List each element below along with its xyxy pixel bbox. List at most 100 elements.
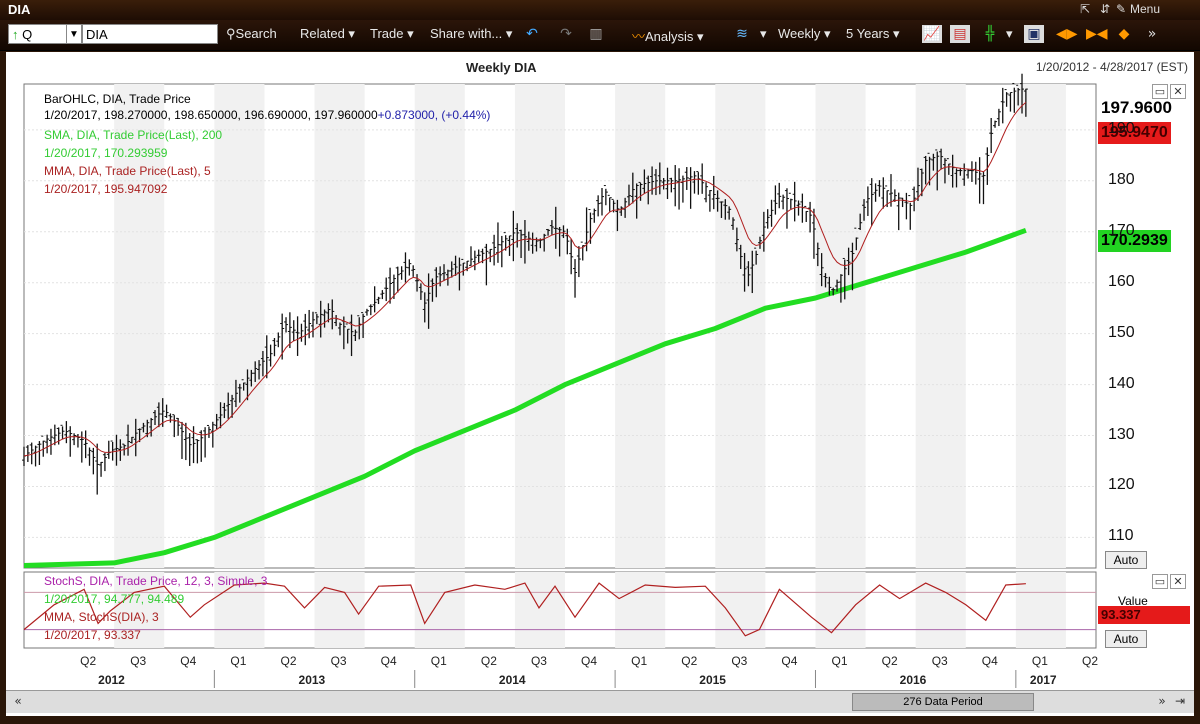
quarter-tick-label: Q1 [831,654,848,668]
zoom-icon[interactable]: ▶◀ [1086,26,1108,42]
time-scrollbar[interactable]: « 276 Data Period » ⇥ [6,690,1194,713]
line-chart-icon[interactable]: 📈 [922,25,942,43]
quarter-tick-label: Q4 [981,654,998,668]
y-tick-label: 160 [1108,272,1135,290]
quarter-tick-label: Q4 [380,654,397,668]
panel-close-icon[interactable]: ✕ [1170,84,1186,99]
y-tick-label: 190 [1108,119,1135,137]
quarter-band-lower [615,572,666,648]
scroll-end-icon[interactable]: ⇥ [1174,694,1186,708]
quarter-band-lower [314,572,365,648]
wave-icon[interactable]: ≋ [736,26,748,42]
quarter-tick-label: Q3 [130,654,147,668]
stoch-mma-title: MMA, StochS(DIA), 3 [44,610,159,624]
y-tick-label: 170 [1108,221,1135,239]
period-select[interactable]: ↑ Q [8,24,68,44]
quarter-band-lower [715,572,766,648]
more-icon[interactable]: » [1147,26,1157,42]
interval-label: Weekly [778,26,821,41]
last-price-badge: 197.9600 [1098,97,1175,119]
layout-icon[interactable]: ▣ [1024,25,1044,43]
panel-minimize-icon[interactable]: ▭ [1152,84,1168,99]
trade-button[interactable]: Trade ▾ [370,26,414,41]
lower-panel-close-icon[interactable]: ✕ [1170,574,1186,589]
year-tick-label: 2014 [498,673,526,687]
quarter-band-lower [915,572,966,648]
menu-button[interactable]: Menu [1129,2,1160,16]
quarter-band [214,84,265,568]
year-tick-label: 2015 [699,673,726,687]
y-tick-label: 120 [1108,476,1135,494]
quarter-tick-label: Q1 [1031,654,1048,668]
scroll-left-icon[interactable]: ◀▶ [1056,26,1078,42]
stoch-legend-values: 1/20/2017, 94.777, 94.489 [44,592,185,606]
quarter-band-lower [1015,572,1066,648]
quarter-band [114,84,165,568]
stoch-mma-value: 1/20/2017, 93.337 [44,628,141,642]
share-label: Share with... [430,26,503,41]
scroll-right-arrow-icon[interactable]: » [1158,694,1166,708]
analysis-icon: 〰 [632,29,646,44]
period-dropdown-icon[interactable]: ▼ [66,24,82,44]
legend-mma-value: 1/20/2017, 195.947092 [44,182,168,196]
expand-icon[interactable]: ◆ [1118,26,1130,42]
lower-panel-minimize-icon[interactable]: ▭ [1152,574,1168,589]
bars-icon[interactable]: ▥ [589,26,603,42]
quarter-tick-label: Q1 [430,654,447,668]
y-tick-label: 130 [1108,425,1135,443]
scroll-thumb[interactable]: 276 Data Period [852,693,1034,711]
sma-200-line [23,227,1027,568]
quarter-band [514,84,566,568]
quarter-band-lower [414,572,465,648]
quarter-tick-label: Q4 [581,654,598,668]
crosshair-icon[interactable]: ╬ [985,26,995,42]
range-label: 5 Years [846,26,890,41]
analysis-button[interactable]: 〰Analysis ▾ [632,29,704,44]
stoch-legend-title: StochS, DIA, Trade Price, 12, 3, Simple,… [44,574,268,588]
quarter-tick-label: Q2 [1081,654,1098,668]
legend-ohlc-title: BarOHLC, DIA, Trade Price [44,92,191,106]
quarter-tick-label: Q1 [631,654,648,668]
year-tick-label: 2016 [899,673,927,687]
range-select[interactable]: 5 Years ▾ [846,26,900,41]
popout-icon[interactable]: ⇱ [1080,2,1091,16]
search-icon: ⚲ [226,26,236,41]
interval-select[interactable]: Weekly ▾ [778,26,831,41]
search-label: Search [235,26,277,41]
crosshair-dropdown[interactable]: ▾ [1006,26,1013,41]
related-button[interactable]: Related ▾ [300,26,355,41]
mma-price-badge: 195.9470 [1098,122,1171,144]
related-label: Related [300,26,345,41]
quarter-band [615,84,666,568]
quarter-band [815,84,866,568]
stoch-value-badge: 93.337 [1098,606,1190,624]
auto-scale-button-bottom[interactable]: Auto [1105,630,1147,648]
redo-icon[interactable]: ↷ [560,26,572,42]
quarter-band-lower [815,572,866,648]
share-button[interactable]: Share with... ▾ [430,26,513,41]
symbol-input[interactable]: DIA [82,24,218,44]
y-tick-label: 150 [1108,323,1135,341]
wave-dropdown[interactable]: ▾ [760,26,767,41]
legend-sma-title: SMA, DIA, Trade Price(Last), 200 [44,128,223,142]
y-tick-label: 180 [1108,170,1135,188]
compare-icon[interactable]: ▤ [950,25,970,43]
settings-icon[interactable]: ✎ [1116,2,1127,16]
chart-title: Weekly DIA [466,60,537,75]
quarter-band [414,84,465,568]
auto-scale-button-top[interactable]: Auto [1105,551,1147,569]
title-bar: DIA ⇱ ⇵ ✎ Menu [0,0,1200,20]
quarter-band [1015,84,1066,568]
scroll-left-arrow-icon[interactable]: « [14,694,22,708]
undo-icon[interactable]: ↶ [526,26,538,42]
search-button[interactable]: ⚲Search [226,26,277,42]
toolbar: ↑ Q ▼ DIA ⚲Search Related ▾ Trade ▾ Shar… [0,20,1200,51]
quarter-tick-label: Q2 [280,654,297,668]
quarter-tick-label: Q4 [781,654,798,668]
quarter-tick-label: Q4 [180,654,197,668]
legend-mma-title: MMA, DIA, Trade Price(Last), 5 [44,164,211,178]
year-tick-label: 2013 [298,673,326,687]
quarter-band-lower [114,572,165,648]
link-icon[interactable]: ⇵ [1100,2,1111,16]
